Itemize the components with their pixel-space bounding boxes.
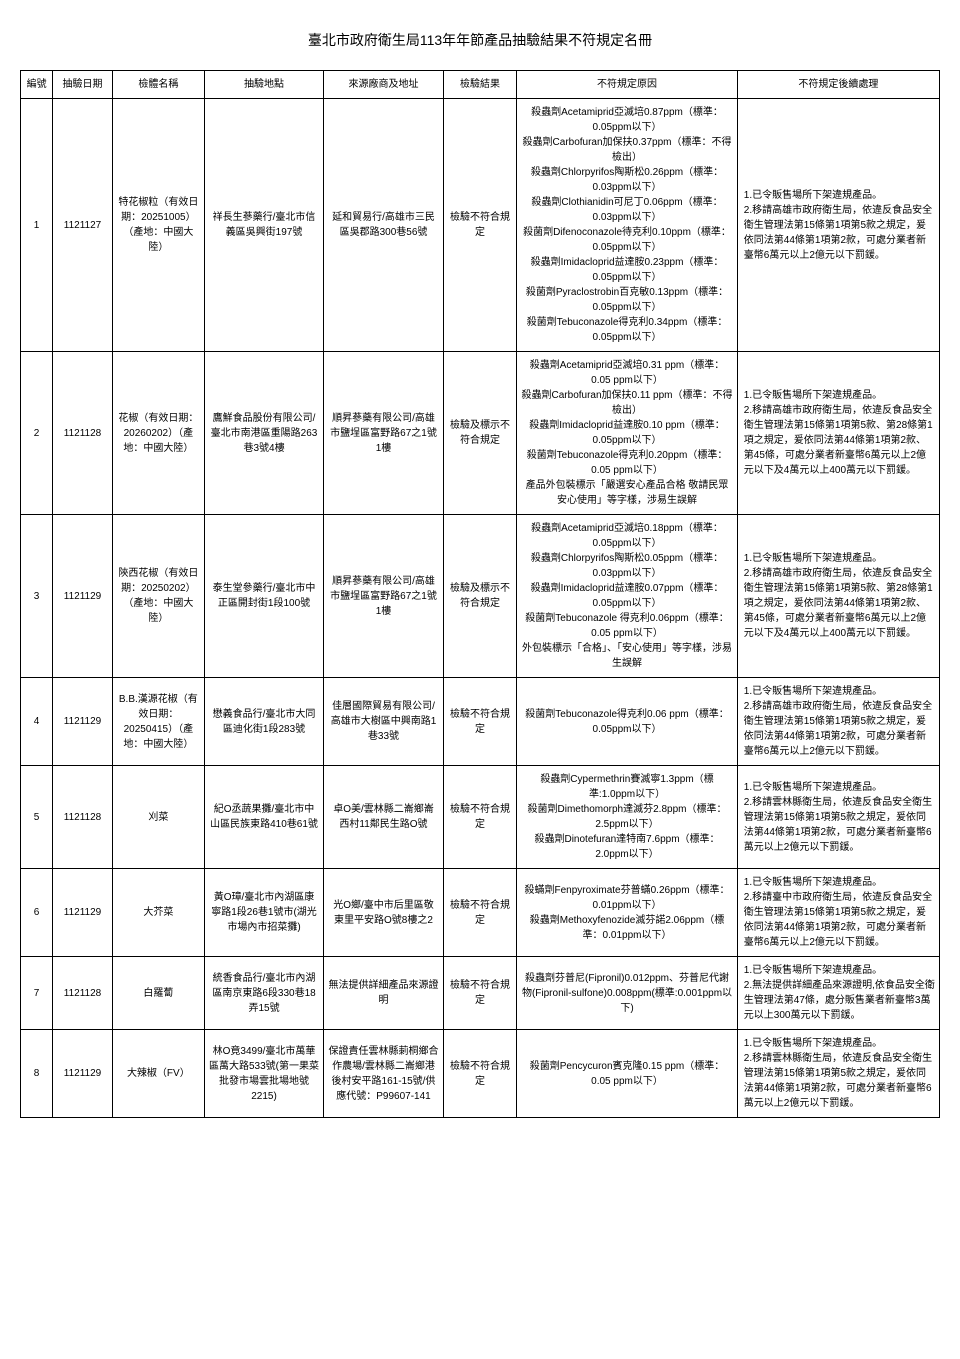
cell-location: 紀O丞蔬果攤/臺北市中山區民族東路410巷61號 [204,766,323,869]
col-date: 抽驗日期 [53,71,113,99]
cell-name: 刈菜 [112,766,204,869]
cell-source: 順昇蔘藥有限公司/高雄市鹽埕區富野路67之1號1樓 [324,515,443,678]
cell-location: 統香食品行/臺北市內湖區南京東路6段330巷18弄15號 [204,957,323,1030]
table-row: 81121129大辣椒（FV）林O竟3499/臺北市萬華區萬大路533號(第一果… [21,1030,940,1118]
col-source: 來源廠商及地址 [324,71,443,99]
col-no: 編號 [21,71,53,99]
cell-name: 特花椒粒（有效日期：20251005）（產地：中國大陸） [112,99,204,352]
cell-source: 光O鄉/臺中市后里區敬東里平安路O號8樓之2 [324,869,443,957]
cell-action: 1.已令販售場所下架違規產品。2.移請高雄市政府衛生局，依違反食品安全衛生管理法… [737,352,939,515]
cell-result: 檢驗不符合規定 [443,678,517,766]
cell-action: 1.已令販售場所下架違規產品。2.移請高雄市政府衛生局，依違反食品安全衛生管理法… [737,99,939,352]
cell-location: 泰生堂參藥行/臺北市中正區開封街1段100號 [204,515,323,678]
cell-no: 3 [21,515,53,678]
table-row: 41121129B.B.漢源花椒（有效日期：20250415）（產地：中國大陸）… [21,678,940,766]
cell-location: 鷹鮮食品股份有限公司/臺北市南港區重陽路263巷3號4樓 [204,352,323,515]
cell-no: 2 [21,352,53,515]
cell-name: 大芥菜 [112,869,204,957]
cell-no: 4 [21,678,53,766]
cell-name: B.B.漢源花椒（有效日期：20250415）（產地：中國大陸） [112,678,204,766]
table-row: 51121128刈菜紀O丞蔬果攤/臺北市中山區民族東路410巷61號卓O美/雲林… [21,766,940,869]
cell-action: 1.已令販售場所下架違規產品。2.移請臺中市政府衛生局，依違反食品安全衛生管理法… [737,869,939,957]
cell-reason: 殺菌劑Tebuconazole得克利0.06 ppm（標準：0.05ppm以下） [517,678,738,766]
cell-action: 1.已令販售場所下架違規產品。2.移請高雄市政府衛生局，依違反食品安全衛生管理法… [737,515,939,678]
cell-source: 順昇蔘藥有限公司/高雄市鹽埕區富野路67之1號1樓 [324,352,443,515]
cell-reason: 殺蟲劑Acetamiprid亞滅培0.31 ppm（標準：0.05 ppm以下）… [517,352,738,515]
cell-reason: 殺蟲劑芬普尼(Fipronil)0.012ppm、芬普尼代謝物(Fipronil… [517,957,738,1030]
cell-source: 佳層國際貿易有限公司/高雄市大樹區中興南路1巷33號 [324,678,443,766]
cell-no: 1 [21,99,53,352]
table-row: 71121128白羅蔔統香食品行/臺北市內湖區南京東路6段330巷18弄15號無… [21,957,940,1030]
cell-no: 6 [21,869,53,957]
cell-reason: 殺蟲劑Acetamiprid亞滅培0.87ppm（標準：0.05ppm以下）殺蟲… [517,99,738,352]
cell-result: 檢驗不符合規定 [443,1030,517,1118]
table-header-row: 編號 抽驗日期 檢體名稱 抽驗地點 來源廠商及地址 檢驗結果 不符規定原因 不符… [21,71,940,99]
col-location: 抽驗地點 [204,71,323,99]
cell-result: 檢驗不符合規定 [443,869,517,957]
col-name: 檢體名稱 [112,71,204,99]
cell-source: 卓O美/雲林縣二崙鄉崙西村11鄰民生路O號 [324,766,443,869]
table-row: 11121127特花椒粒（有效日期：20251005）（產地：中國大陸）祥長生蔘… [21,99,940,352]
cell-result: 檢驗不符合規定 [443,99,517,352]
cell-result: 檢驗及標示不符合規定 [443,515,517,678]
col-result: 檢驗結果 [443,71,517,99]
table-row: 21121128花椒（有效日期：20260202）（產地：中國大陸）鷹鮮食品股份… [21,352,940,515]
cell-name: 大辣椒（FV） [112,1030,204,1118]
cell-action: 1.已令販售場所下架違規產品。2.移請雲林縣衛生局，依違反食品安全衛生管理法第1… [737,766,939,869]
cell-location: 林O竟3499/臺北市萬華區萬大路533號(第一果菜批發市場雲批場地號2215) [204,1030,323,1118]
cell-source: 延和貿易行/高雄市三民區吳郡路300巷56號 [324,99,443,352]
cell-name: 花椒（有效日期：20260202）（產地：中國大陸） [112,352,204,515]
cell-no: 7 [21,957,53,1030]
table-row: 61121129大芥菜黃O璋/臺北市內湖區康寧路1段26巷1號市(湖光市場內市招… [21,869,940,957]
inspection-table: 編號 抽驗日期 檢體名稱 抽驗地點 來源廠商及地址 檢驗結果 不符規定原因 不符… [20,70,940,1118]
cell-result: 檢驗及標示不符合規定 [443,352,517,515]
cell-date: 1121128 [53,352,113,515]
page-title: 臺北市政府衛生局113年年節產品抽驗結果不符規定名冊 [20,30,940,50]
cell-reason: 殺菌劑Pencycuron賓克隆0.15 ppm（標準：0.05 ppm以下） [517,1030,738,1118]
cell-result: 檢驗不符合規定 [443,766,517,869]
cell-date: 1121128 [53,766,113,869]
cell-action: 1.已令販售場所下架違規產品。2.移請高雄市政府衛生局，依違反食品安全衛生管理法… [737,678,939,766]
cell-date: 1121129 [53,1030,113,1118]
cell-date: 1121129 [53,515,113,678]
cell-source: 保證責任雲林縣莿桐鄉合作農場/雲林縣二崙鄉港後村安平路161-15號/供應代號：… [324,1030,443,1118]
cell-name: 陝西花椒（有效日期：20250202）（產地：中國大陸） [112,515,204,678]
cell-no: 5 [21,766,53,869]
cell-reason: 殺蟎劑Fenpyroximate芬普蟎0.26ppm（標準：0.01ppm以下）… [517,869,738,957]
cell-name: 白羅蔔 [112,957,204,1030]
cell-date: 1121128 [53,957,113,1030]
cell-reason: 殺蟲劑Cypermethrin賽滅寧1.3ppm（標準:1.0ppm以下）殺菌劑… [517,766,738,869]
cell-no: 8 [21,1030,53,1118]
cell-date: 1121129 [53,678,113,766]
cell-source: 無法提供詳細產品來源證明 [324,957,443,1030]
cell-action: 1.已令販售場所下架違規產品。2.移請雲林縣衛生局，依違反食品安全衛生管理法第1… [737,1030,939,1118]
cell-location: 懋義食品行/臺北市大同區迪化街1段283號 [204,678,323,766]
table-row: 31121129陝西花椒（有效日期：20250202）（產地：中國大陸）泰生堂參… [21,515,940,678]
col-action: 不符規定後續處理 [737,71,939,99]
cell-date: 1121129 [53,869,113,957]
cell-reason: 殺蟲劑Acetamiprid亞滅培0.18ppm（標準：0.05ppm以下）殺蟲… [517,515,738,678]
cell-action: 1.已令販售場所下架違規產品。2.無法提供詳細產品來源證明,依食品安全衛生管理法… [737,957,939,1030]
cell-location: 祥長生蔘藥行/臺北市信義區吳興街197號 [204,99,323,352]
col-reason: 不符規定原因 [517,71,738,99]
cell-location: 黃O璋/臺北市內湖區康寧路1段26巷1號市(湖光市場內市招菜攤) [204,869,323,957]
cell-result: 檢驗不符合規定 [443,957,517,1030]
cell-date: 1121127 [53,99,113,352]
